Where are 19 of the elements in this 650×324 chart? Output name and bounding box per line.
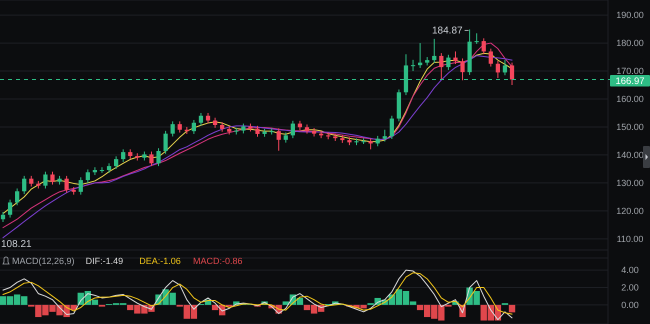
y-tick-label: 0.00 [621,300,639,310]
y-tick-label: 110.00 [616,234,644,244]
y-tick-label: 150.00 [616,122,644,132]
y-tick-label: 190.00 [616,10,644,20]
y-tick-label: 160.00 [616,94,644,104]
annotation: 108.21 [1,239,32,250]
ref-line-label: 166.97 [615,76,645,87]
text: MACD:-0.86 [193,256,243,266]
text: DEA:-1.06 [139,256,181,266]
y-tick-label: 170.00 [616,66,644,76]
y-tick-label: 180.00 [616,38,644,48]
annotation: 184.87 [432,25,464,36]
y-tick-label: 120.00 [616,206,644,216]
y-tick-label: 4.00 [621,265,639,276]
chart-title: MACD(12,26,9) [12,256,75,266]
y-tick-label: 140.00 [616,150,644,160]
text: DIF:-1.49 [86,256,124,266]
y-tick-label: 2.00 [621,282,639,293]
y-tick-label: 130.00 [616,178,644,188]
